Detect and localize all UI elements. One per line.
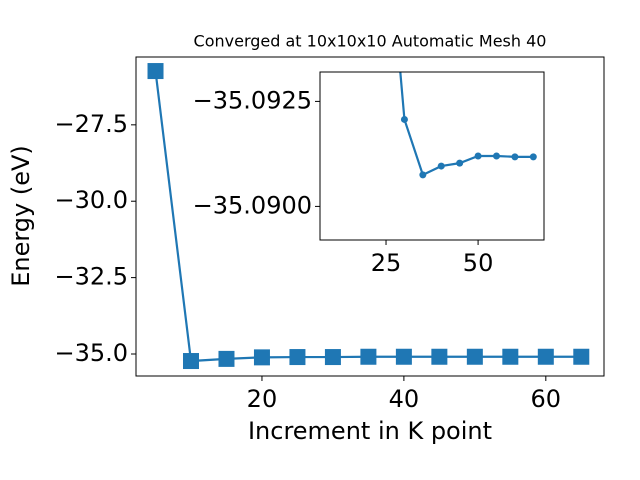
marker	[431, 348, 448, 365]
marker	[324, 349, 341, 366]
x-axis-label: Increment in K point	[248, 417, 492, 445]
axes-frame	[135, 56, 605, 377]
marker	[147, 63, 164, 80]
marker	[573, 348, 590, 365]
marker	[537, 348, 554, 365]
marker	[419, 171, 427, 179]
x-tick-label: 20	[247, 385, 278, 413]
marker	[400, 115, 408, 123]
marker	[395, 348, 412, 365]
y-tick-label: −35.0	[54, 339, 128, 367]
y-tick-label: −30.0	[54, 186, 128, 214]
marker	[218, 350, 235, 367]
y-tick-label: −35.0925	[193, 86, 312, 114]
chart-title: Converged at 10x10x10 Automatic Mesh 40	[194, 32, 547, 51]
marker	[182, 353, 199, 370]
marker	[474, 152, 482, 160]
marker	[511, 153, 519, 161]
x-tick-label: 40	[389, 385, 420, 413]
axes-frame	[319, 71, 545, 241]
marker	[529, 153, 537, 161]
y-tick-label: −27.5	[54, 110, 128, 138]
marker	[502, 348, 519, 365]
x-tick-label: 25	[371, 249, 402, 277]
marker	[289, 349, 306, 366]
plot-area	[399, 72, 537, 179]
marker	[437, 162, 445, 170]
x-tick-label: 60	[531, 385, 562, 413]
y-axis-label: Energy (eV)	[7, 145, 35, 287]
marker	[466, 348, 483, 365]
y-tick-label: −32.5	[54, 263, 128, 291]
marker	[360, 348, 377, 365]
marker	[253, 349, 270, 366]
plot-area	[147, 63, 590, 370]
marker	[456, 159, 464, 167]
marker	[492, 152, 500, 160]
y-tick-label: −35.0900	[193, 191, 312, 219]
x-tick-label: 50	[463, 249, 494, 277]
